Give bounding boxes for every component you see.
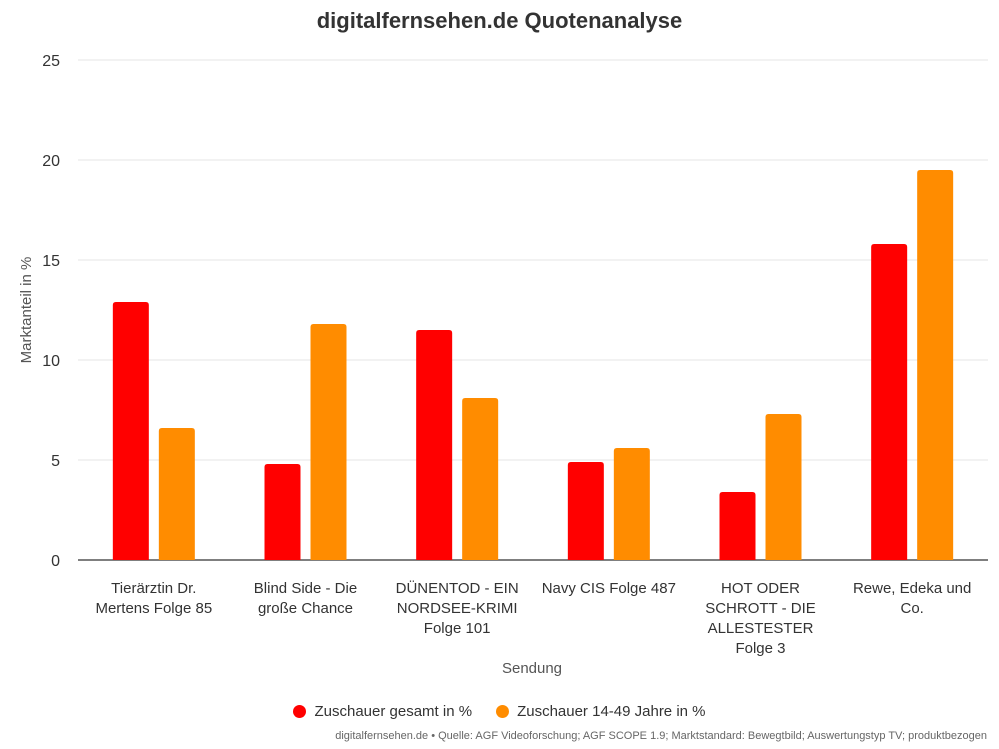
x-tick-label: HOT ODER SCHROTT - DIE ALLESTESTER Folge 3 [705,580,816,657]
y-tick-label: 25 [42,53,60,70]
credits: digitalfernsehen.de • Quelle: AGF Videof… [335,730,987,742]
y-axis-ticks: 0 5 10 15 20 25 [42,53,60,570]
legend: Zuschauer gesamt in % Zuschauer 14-49 Ja… [0,703,999,720]
bar-total[interactable]: Zuschauer gesamt in %: 11.5 [416,330,453,560]
bar-14-49[interactable]: Zuschauer 14-49 Jahre in %: 6.6 [158,428,195,560]
y-tick-label: 5 [51,453,60,470]
bar-14-49[interactable]: Zuschauer 14-49 Jahre in %: 19.5 [917,170,954,560]
bar-total[interactable]: Zuschauer gesamt in %: 12.9 [112,302,149,560]
chart-title: digitalfernsehen.de Quotenanalyse [316,8,683,33]
gridlines [78,59,988,561]
bars: Zuschauer gesamt in %: 12.9Zuschauer 14-… [112,170,954,560]
x-tick-label: Navy CIS Folge 487 [542,580,676,597]
bar-14-49[interactable]: Zuschauer 14-49 Jahre in %: 5.6 [613,448,650,560]
x-tick-label: Rewe, Edeka und Co. [853,580,971,617]
x-tick-label: Tierärztin Dr. Mertens Folge 85 [95,580,212,617]
x-tick-label: DÜNENTOD - EIN NORDSEE-KRIMI Folge 101 [396,579,519,637]
legend-marker-total [293,705,307,718]
bar-total[interactable]: Zuschauer gesamt in %: 15.8 [871,244,908,560]
bar-total[interactable]: Zuschauer gesamt in %: 3.4 [719,492,756,560]
x-tick-label: Blind Side - Die große Chance [254,580,357,617]
y-tick-label: 20 [42,153,60,170]
x-axis-label: Sendung [502,660,562,677]
legend-label-total: Zuschauer gesamt in % [314,703,473,720]
bar-14-49[interactable]: Zuschauer 14-49 Jahre in %: 7.3 [765,414,802,560]
legend-label-14-49: Zuschauer 14-49 Jahre in % [517,703,706,720]
y-axis-label: Marktanteil in % [18,257,35,364]
x-axis-ticks: Tierärztin Dr. Mertens Folge 85 Blind Side… [95,579,971,657]
legend-item-total[interactable]: Zuschauer gesamt in % [293,703,472,720]
legend-marker-14-49 [496,705,510,718]
legend-item-14-49[interactable]: Zuschauer 14-49 Jahre in % [496,703,706,720]
bar-total[interactable]: Zuschauer gesamt in %: 4.8 [264,464,301,560]
y-tick-label: 15 [42,253,60,270]
bar-14-49[interactable]: Zuschauer 14-49 Jahre in %: 11.8 [310,324,347,560]
bar-total[interactable]: Zuschauer gesamt in %: 4.9 [567,462,604,560]
y-tick-label: 10 [42,353,60,370]
y-tick-label: 0 [51,553,60,570]
bar-14-49[interactable]: Zuschauer 14-49 Jahre in %: 8.1 [462,398,499,560]
